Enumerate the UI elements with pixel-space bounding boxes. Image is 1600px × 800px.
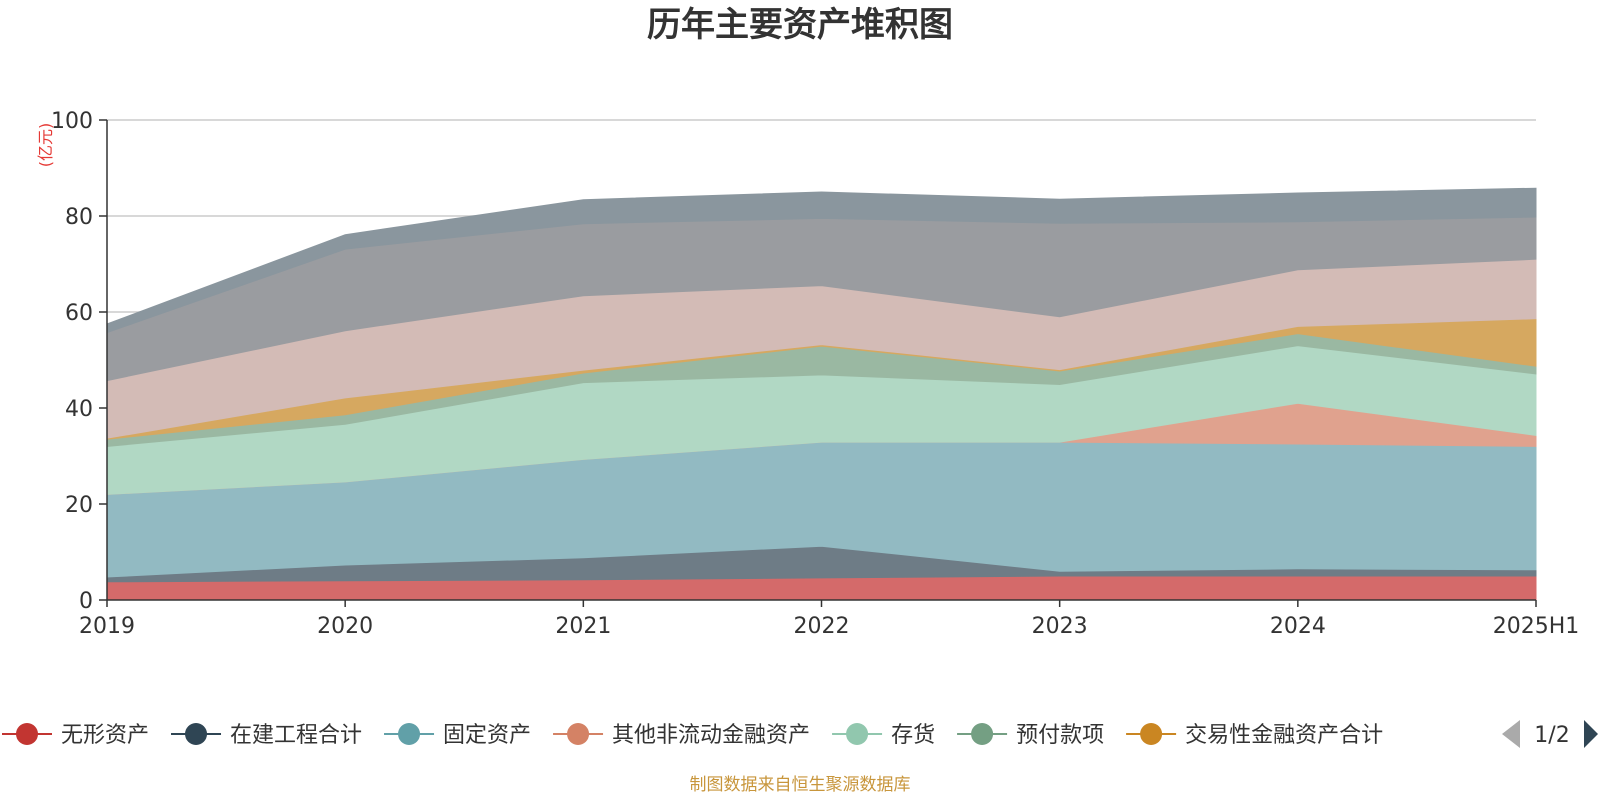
area-series-group [106, 187, 1537, 601]
y-tick-label: 80 [65, 205, 93, 230]
legend-marker-icon [1140, 723, 1163, 745]
triangle-right-icon[interactable] [1584, 720, 1598, 748]
legend-page-indicator: 1/2 [1534, 723, 1569, 748]
x-tick-label: 2022 [794, 614, 850, 639]
x-tick-label: 2025H1 [1493, 614, 1580, 639]
y-tick-label: 100 [51, 109, 93, 134]
x-tick-label: 2024 [1270, 614, 1326, 639]
chart-title: 历年主要资产堆积图 [647, 5, 953, 45]
legend-label: 交易性金融资产合计 [1185, 723, 1383, 748]
y-tick-label: 20 [65, 493, 93, 518]
legend-item[interactable]: 交易性金融资产合计 [1126, 723, 1383, 748]
axes: 0 20 40 60 80 100 2019 2020 2021 2022 2023 2024 2025… [51, 109, 1579, 639]
legend-item[interactable]: 存货 [832, 723, 935, 748]
legend-item[interactable]: 其他非流动金融资产 [553, 723, 810, 748]
legend-marker-icon [846, 723, 869, 745]
legend-label: 无形资产 [61, 723, 149, 748]
legend-item[interactable]: 固定资产 [384, 723, 531, 748]
legend-marker-icon [971, 723, 994, 745]
legend-label: 其他非流动金融资产 [612, 723, 810, 748]
x-tick-label: 2023 [1032, 614, 1088, 639]
legend-label: 在建工程合计 [230, 723, 362, 748]
legend-label: 存货 [891, 723, 935, 748]
legend: 无形资产 在建工程合计 固定资产 其他非流动金融资产 存货 预付款项 交易性金融资产合计 [2, 723, 1383, 748]
legend-label: 固定资产 [443, 723, 531, 748]
legend-marker-icon [185, 723, 208, 745]
legend-pager: 1/2 [1502, 720, 1598, 748]
y-tick-label: 40 [65, 397, 93, 422]
legend-marker-icon [398, 723, 421, 745]
legend-item[interactable]: 在建工程合计 [171, 723, 362, 748]
y-unit-label: (亿元) [36, 123, 55, 168]
legend-item[interactable]: 无形资产 [2, 723, 149, 748]
y-tick-label: 0 [79, 589, 93, 614]
x-tick-label: 2021 [555, 614, 611, 639]
area-series [106, 187, 1537, 334]
triangle-left-icon[interactable] [1502, 720, 1520, 748]
footer-source: 制图数据来自恒生聚源数据库 [690, 775, 911, 795]
legend-marker-icon [16, 723, 38, 745]
x-tick-label: 2020 [317, 614, 373, 639]
legend-marker-icon [567, 723, 590, 745]
x-tick-label: 2019 [79, 614, 135, 639]
y-tick-label: 60 [65, 301, 93, 326]
legend-item[interactable]: 预付款项 [957, 723, 1104, 748]
legend-label: 预付款项 [1016, 723, 1104, 748]
